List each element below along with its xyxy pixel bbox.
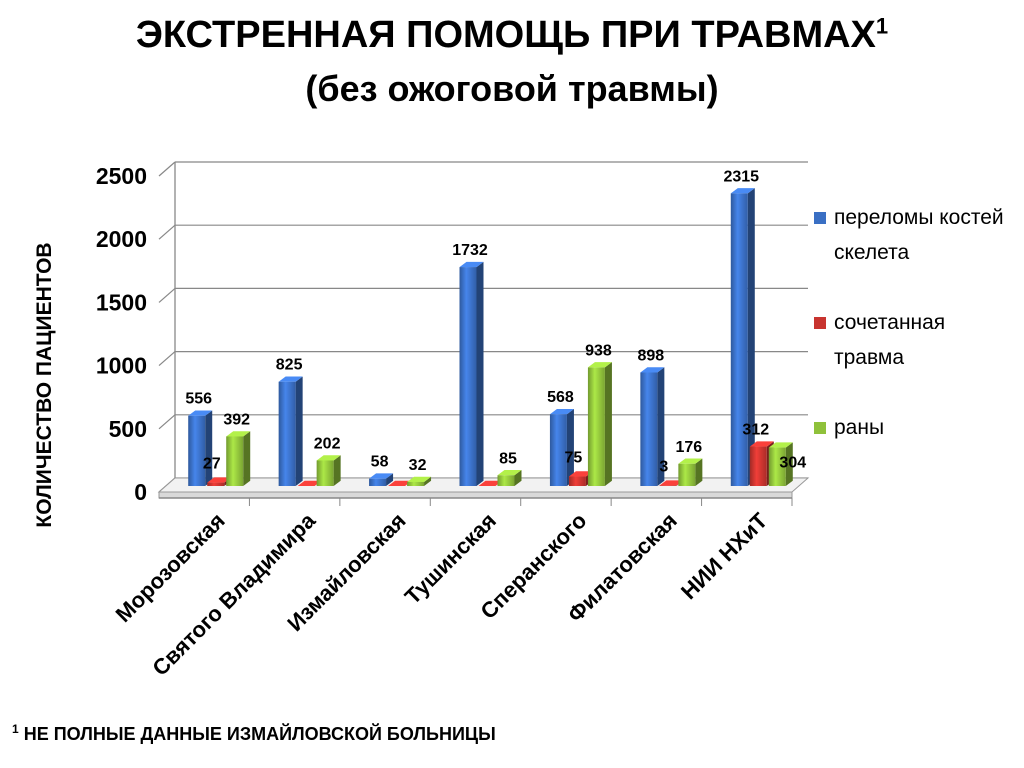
- gridline-depth: [158, 161, 176, 177]
- chart-floor-edge: [158, 491, 793, 499]
- legend-item-combined: сочетанная травма: [808, 305, 1008, 410]
- legend: переломы костей скелета сочетанная травм…: [808, 200, 1008, 445]
- data-label: 3: [659, 459, 668, 476]
- x-tick-label: НИИ НХиТ: [676, 507, 773, 604]
- gridline-depth: [158, 287, 176, 303]
- legend-item-fractures: переломы костей скелета: [808, 200, 1008, 305]
- bar-fractures: [369, 473, 394, 486]
- data-label: 176: [676, 439, 703, 456]
- bar-fractures: [549, 408, 574, 486]
- legend-swatch-combined: [814, 317, 826, 329]
- legend-label-wounds: раны: [834, 416, 885, 439]
- data-label: 27: [203, 456, 221, 473]
- bar-wounds: [226, 431, 251, 486]
- data-label: 938: [585, 342, 612, 359]
- bar-wounds: [678, 458, 703, 486]
- gridline-depth: [158, 351, 176, 367]
- x-tick-label: Святого Владимира: [147, 507, 320, 680]
- bar-wounds: [316, 455, 341, 486]
- data-label: 58: [371, 454, 389, 471]
- data-label: 825: [276, 357, 303, 374]
- chart-subtitle: (без ожоговой травмы): [305, 68, 719, 109]
- y-tick-label: 0: [134, 479, 147, 505]
- legend-item-wounds: раны: [808, 410, 1008, 445]
- data-label: 2315: [723, 168, 759, 185]
- y-tick-label: 1500: [96, 289, 147, 315]
- y-tick-label: 1000: [96, 353, 147, 379]
- legend-label-fractures: переломы костей скелета: [834, 206, 1004, 264]
- gridline-depth: [158, 414, 176, 430]
- bar-fractures: [459, 261, 484, 486]
- bar-combined: [478, 480, 503, 486]
- footnote-text: НЕ ПОЛНЫЕ ДАННЫЕ ИЗМАЙЛОВСКОЙ БОЛЬНИЦЫ: [23, 724, 496, 744]
- y-tick-label: 2500: [96, 163, 147, 189]
- data-label: 1732: [452, 242, 488, 259]
- data-label: 85: [499, 450, 517, 467]
- bar-fractures: [188, 410, 213, 486]
- bar-wounds: [768, 442, 793, 486]
- bar-combined: [297, 480, 322, 486]
- data-label: 898: [638, 347, 665, 364]
- y-tick-label: 2000: [96, 226, 147, 252]
- bar-combined: [388, 480, 413, 486]
- data-label: 75: [565, 450, 583, 467]
- data-label: 392: [223, 411, 250, 428]
- x-tick-label: Тушинская: [400, 508, 501, 609]
- legend-label-combined: сочетанная травма: [834, 311, 946, 369]
- title-footnote-mark: 1: [875, 13, 889, 39]
- chart-title: ЭКСТРЕННАЯ ПОМОЩЬ ПРИ ТРАВМАХ1: [0, 14, 1024, 57]
- data-label: 304: [779, 455, 806, 472]
- bar-wounds: [587, 362, 612, 486]
- data-label: 202: [314, 435, 341, 452]
- data-label: 568: [547, 389, 574, 406]
- data-label: 556: [185, 391, 212, 408]
- data-label: 312: [742, 422, 769, 439]
- bar-fractures: [278, 376, 303, 486]
- bar-fractures: [730, 188, 755, 486]
- legend-swatch-wounds: [814, 422, 826, 434]
- footnote: 1 НЕ ПОЛНЫЕ ДАННЫЕ ИЗМАЙЛОВСКОЙ БОЛЬНИЦЫ: [12, 722, 496, 745]
- legend-swatch-fractures: [814, 212, 826, 224]
- chart-title-text: ЭКСТРЕННАЯ ПОМОЩЬ ПРИ ТРАВМАХ: [135, 14, 876, 56]
- data-label: 32: [409, 457, 427, 474]
- bar-fractures: [640, 367, 665, 486]
- gridline-depth: [158, 224, 176, 240]
- bar-wounds: [497, 470, 522, 486]
- y-tick-label: 500: [109, 416, 147, 442]
- footnote-mark: 1: [12, 722, 19, 736]
- bar-wounds: [407, 476, 432, 486]
